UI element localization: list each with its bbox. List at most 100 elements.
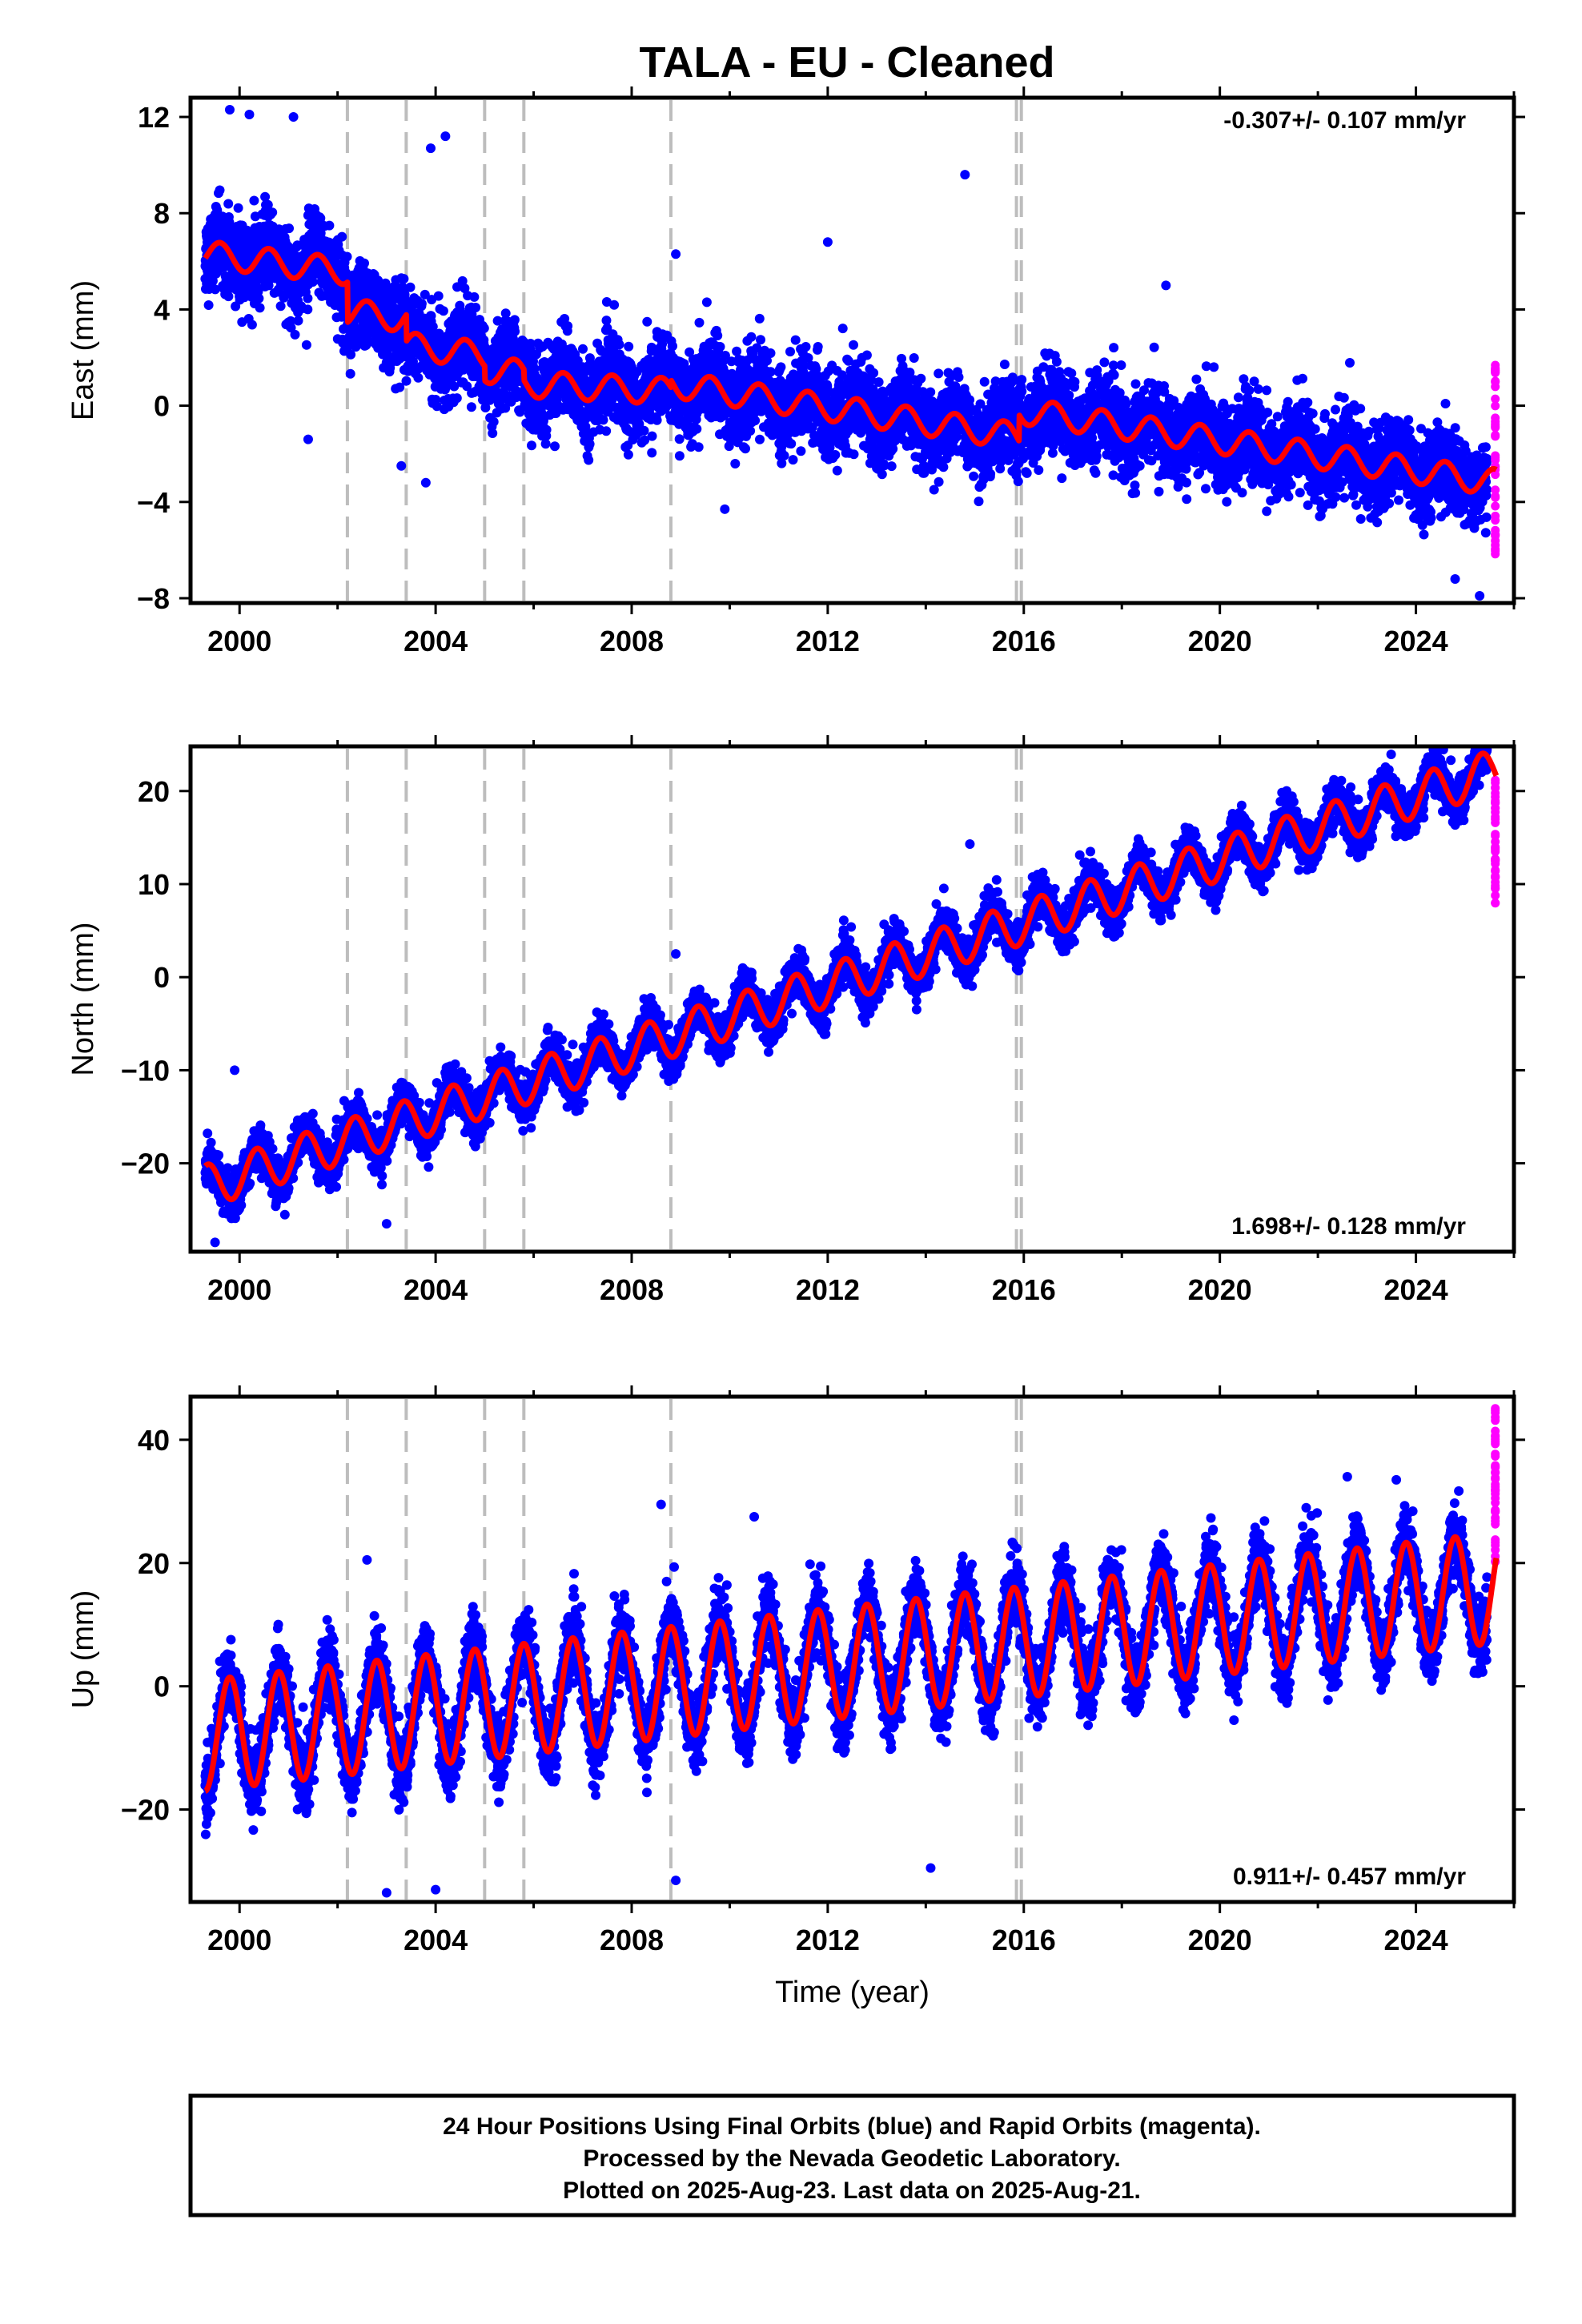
east-point [838, 324, 848, 333]
east-point [694, 442, 704, 452]
east-point [732, 347, 741, 356]
east-point [746, 332, 756, 342]
east-point [599, 415, 608, 424]
east-final-orbit-points [200, 105, 1492, 601]
east-point [276, 301, 286, 311]
east-point [609, 300, 619, 310]
east-point [578, 344, 588, 354]
east-point [489, 417, 499, 427]
east-point [874, 377, 884, 387]
east-point [675, 434, 685, 444]
east-point [862, 351, 872, 360]
east-point [488, 428, 497, 438]
east-point [303, 304, 312, 314]
east-point [452, 393, 462, 403]
east-point [469, 292, 479, 302]
east-point [642, 317, 652, 327]
east-point [223, 292, 233, 301]
east-point [399, 274, 408, 283]
east-point [402, 376, 412, 386]
east-point [267, 207, 277, 217]
east-point [730, 459, 740, 468]
east-point [337, 232, 347, 242]
east-point [542, 425, 552, 435]
east-point [303, 294, 312, 304]
east-point [255, 303, 265, 312]
east-point [284, 223, 294, 233]
east-point [833, 466, 842, 476]
east-point [510, 315, 520, 324]
east-point [869, 368, 878, 378]
east-point [584, 456, 593, 465]
east-point [702, 297, 712, 307]
east-point [413, 373, 423, 383]
east-point [801, 342, 811, 352]
east-point [624, 450, 633, 460]
east-point [601, 426, 611, 436]
east-point [713, 331, 722, 340]
east-point [755, 314, 765, 324]
east-point [668, 341, 677, 351]
east-point [695, 318, 705, 328]
east-point [291, 330, 300, 340]
east-point [439, 306, 448, 316]
east-point [467, 402, 476, 412]
east-point [343, 252, 352, 262]
east-point [766, 348, 776, 358]
east-point [501, 308, 511, 318]
east-point [234, 203, 243, 213]
east-point [215, 186, 225, 195]
east-point [887, 461, 897, 471]
east-point [247, 320, 257, 330]
east-point [223, 199, 233, 209]
east-point [745, 426, 755, 436]
east-point [585, 440, 595, 449]
east-point [776, 362, 785, 372]
east-point [849, 340, 858, 350]
east-point [294, 316, 303, 326]
east-point [789, 455, 798, 464]
east-point [640, 426, 649, 436]
east-point [888, 444, 897, 454]
east-point [249, 196, 259, 206]
east-point [434, 292, 444, 301]
east-point [480, 324, 489, 333]
east-point [877, 469, 887, 479]
east-point [741, 444, 750, 453]
east-point [647, 448, 656, 457]
east-point [406, 283, 416, 292]
east-point [813, 342, 823, 352]
east-point [359, 259, 369, 268]
east-point [849, 449, 859, 459]
figure-canvas: TALA - EU - Cleaned 2000 2004 2008 2012 2016… [0, 0, 1582, 2324]
east-point [324, 221, 334, 231]
east-point [750, 416, 760, 425]
east-point [648, 432, 657, 441]
east-point [624, 342, 633, 352]
east-point [647, 343, 656, 352]
east-point [550, 441, 560, 451]
east-point [786, 439, 796, 448]
east-point [780, 451, 789, 460]
east-point [254, 294, 263, 304]
east-point [692, 424, 701, 434]
east-point [756, 335, 765, 344]
east-point [204, 300, 214, 310]
east-point [652, 416, 662, 425]
east-point [308, 277, 318, 287]
east-point [755, 435, 765, 444]
east-point [796, 446, 805, 456]
east-point [527, 440, 536, 450]
east-point [830, 450, 840, 460]
east-point [615, 340, 624, 349]
east-point [471, 303, 480, 312]
east-point [791, 336, 801, 345]
east-point [417, 299, 427, 308]
figure-title: TALA - EU - Cleaned [639, 38, 1054, 86]
east-point [563, 321, 572, 331]
east-point [346, 369, 355, 379]
east-point [675, 451, 685, 460]
east-point [302, 340, 311, 350]
east-point [510, 327, 520, 336]
